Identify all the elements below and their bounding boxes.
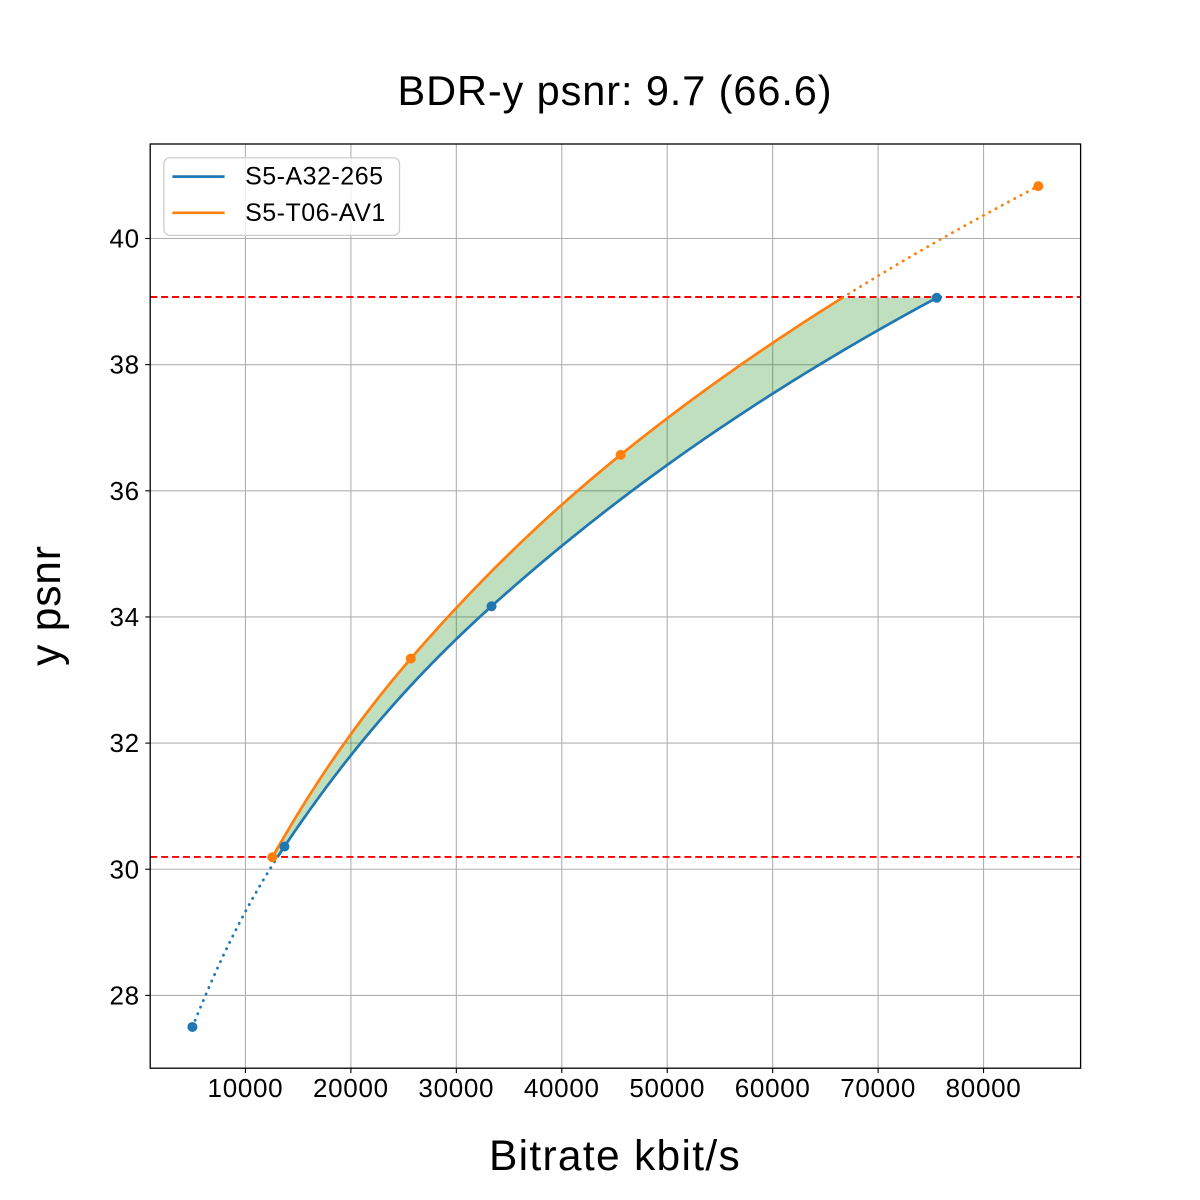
svg-text:20000: 20000: [313, 1073, 389, 1103]
svg-text:50000: 50000: [629, 1073, 705, 1103]
svg-text:60000: 60000: [735, 1073, 811, 1103]
svg-text:28: 28: [109, 980, 139, 1010]
svg-text:30000: 30000: [418, 1073, 494, 1103]
svg-text:32: 32: [109, 728, 139, 758]
svg-text:Bitrate kbit/s: Bitrate kbit/s: [489, 1133, 741, 1180]
svg-text:S5-T06-AV1: S5-T06-AV1: [245, 199, 386, 227]
svg-text:10000: 10000: [208, 1073, 284, 1103]
svg-text:30: 30: [109, 854, 139, 884]
svg-text:40: 40: [109, 224, 139, 254]
svg-text:BDR-y psnr: 9.7 (66.6): BDR-y psnr: 9.7 (66.6): [398, 67, 833, 114]
svg-text:y psnr: y psnr: [23, 545, 70, 666]
svg-text:S5-A32-265: S5-A32-265: [245, 163, 383, 191]
svg-text:80000: 80000: [946, 1073, 1022, 1103]
svg-text:70000: 70000: [840, 1073, 916, 1103]
svg-text:40000: 40000: [524, 1073, 600, 1103]
svg-text:36: 36: [109, 476, 139, 506]
svg-text:38: 38: [109, 350, 139, 380]
svg-text:34: 34: [109, 602, 139, 632]
